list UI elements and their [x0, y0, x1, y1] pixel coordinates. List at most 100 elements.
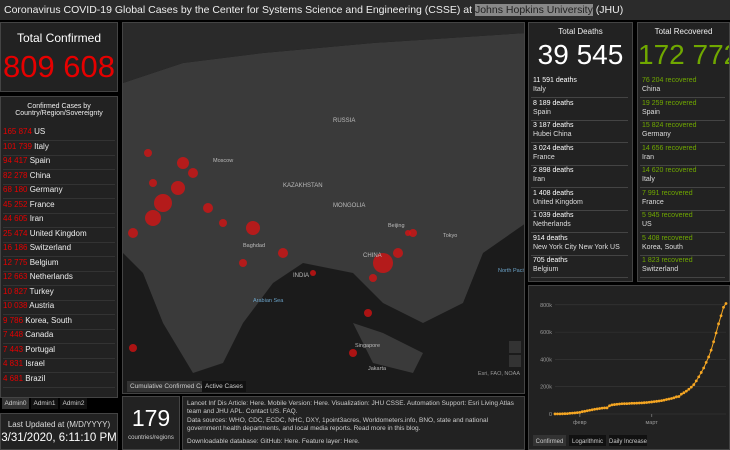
row-name: France: [533, 153, 555, 161]
country-row[interactable]: 82 278 China: [3, 171, 115, 185]
country-row[interactable]: 165 874 US: [3, 127, 115, 141]
country: Portugal: [23, 344, 56, 354]
country-row[interactable]: 9 786 Korea, South: [3, 316, 115, 330]
row-divider: [531, 254, 628, 256]
point: [618, 402, 621, 406]
country: Netherlands: [27, 272, 73, 281]
country-row[interactable]: 44 605 Iran: [3, 214, 115, 228]
row-name: Belgium: [533, 266, 559, 273]
map-label: Jakarta: [368, 366, 387, 372]
chart-panel: 0 200k 400k 600k 800k февр март Confirmed Logari…: [528, 285, 730, 450]
row-count: 14 620 recovered: [642, 167, 697, 174]
country: Austria: [27, 301, 55, 310]
row-divider: [640, 277, 725, 278]
country-row[interactable]: 7 443 Portugal: [3, 345, 115, 359]
country-row[interactable]: 101 739 Italy: [3, 142, 115, 156]
row-name: Spain: [642, 108, 660, 116]
point: [558, 412, 562, 416]
row-name: China: [642, 86, 661, 93]
point: [622, 402, 626, 406]
chart-tab[interactable]: [609, 435, 647, 446]
row-divider: [531, 142, 628, 143]
attribution: Esri, FAO, NOAA: [477, 371, 520, 377]
point: [694, 379, 698, 383]
point: [670, 397, 673, 400]
country-row[interactable]: 45 252 France: [3, 200, 115, 214]
map-label: Baghdad: [243, 243, 266, 249]
point: [702, 366, 706, 370]
header: Coronavirus COVID-19 Global Cases by the…: [0, 0, 730, 20]
label: Last Updated at (M/D/YYYY): [7, 420, 111, 429]
country-row[interactable]: 16 186 Switzerland: [3, 243, 115, 257]
country-row[interactable]: 10 827 Turkey: [3, 287, 115, 301]
row-name: Italy: [642, 176, 655, 183]
count: 12 775: [3, 257, 28, 267]
row-divider: [531, 119, 628, 121]
row-count: 8 189 deaths: [533, 99, 574, 107]
map-tab[interactable]: Active Cases: [202, 381, 246, 392]
admin-tab[interactable]: Admin1: [31, 398, 58, 409]
suffix: (JHU): [592, 4, 624, 16]
chart-tab-label[interactable]: Daily Increase: [609, 439, 648, 445]
panel-value: 172 772: [638, 39, 730, 70]
admin-tabs: Admin0 Admin1 Admin2: [0, 398, 118, 410]
country-row[interactable]: 4 681 Brazil: [3, 374, 115, 388]
point: [722, 305, 725, 309]
info-box: Lancet Inf Dis Article: Here. Mobile Ver…: [182, 396, 525, 450]
y-tick-label: 200k: [540, 385, 552, 391]
chart-tab-label[interactable]: Confirmed: [536, 439, 564, 445]
y-tick-label: 600k: [540, 330, 552, 336]
country-row[interactable]: 4 831 Israel: [3, 359, 115, 373]
point: [689, 385, 693, 389]
info-text: Downloadable database: GitHub: Here. Fea…: [187, 438, 360, 445]
country: Iran: [27, 214, 44, 223]
zoom-in[interactable]: [509, 341, 521, 353]
country-list: Confirmed Cases by Country/Region/Sovere…: [0, 96, 118, 398]
admin-tab[interactable]: Admin2: [60, 398, 87, 409]
country: United Kingdom: [27, 228, 87, 238]
point: [615, 402, 619, 406]
row-divider: [531, 232, 628, 233]
country-row[interactable]: 25 474 United Kingdom: [3, 229, 115, 243]
country-row[interactable]: 10 038 Austria: [3, 301, 115, 315]
point: [675, 395, 678, 399]
row-count: 3 024 deaths: [533, 144, 574, 152]
row-divider: [531, 209, 628, 211]
country-row[interactable]: 7 448 Canada: [3, 330, 115, 344]
deaths-panel: Total Deaths 39 545 11 591 deaths Italy 8 18…: [528, 22, 633, 282]
row-count: 2 898 deaths: [533, 167, 574, 174]
chart-tab-label[interactable]: Logarithmic: [572, 439, 603, 445]
country-row[interactable]: 94 417 Spain: [3, 156, 115, 170]
point: [585, 409, 589, 413]
chart-tab[interactable]: [569, 435, 606, 446]
row-divider: [640, 119, 725, 121]
row-count: 5 945 recovered: [642, 212, 693, 219]
chart-tab[interactable]: [533, 435, 566, 446]
point: [684, 389, 688, 393]
row-name: Germany: [642, 131, 671, 138]
row-divider: [640, 187, 725, 188]
map: [123, 23, 524, 373]
value: 3/31/2020, 6:11:10 PM: [1, 432, 117, 444]
count: 4 831: [3, 359, 24, 368]
point: [610, 403, 614, 407]
country-row[interactable]: 12 663 Netherlands: [3, 272, 115, 286]
count: 7 443: [3, 344, 24, 354]
map-tab[interactable]: Cumulative Confirmed Cases: [127, 381, 218, 392]
university[interactable]: Johns Hopkins University: [474, 4, 593, 16]
point: [563, 412, 567, 416]
zoom-out[interactable]: [509, 355, 521, 367]
count: 10 827: [3, 286, 28, 296]
country: Spain: [27, 156, 51, 165]
country: Turkey: [27, 286, 54, 296]
country-row[interactable]: 12 775 Belgium: [3, 258, 115, 272]
map-label: INDIA: [293, 273, 310, 279]
point: [662, 398, 666, 402]
x-tick-label: февр: [573, 420, 587, 426]
point: [714, 331, 718, 335]
point: [580, 410, 584, 414]
admin-tab[interactable]: Admin0: [2, 398, 29, 409]
country-row[interactable]: 68 180 Germany: [3, 185, 115, 199]
point: [605, 406, 609, 410]
